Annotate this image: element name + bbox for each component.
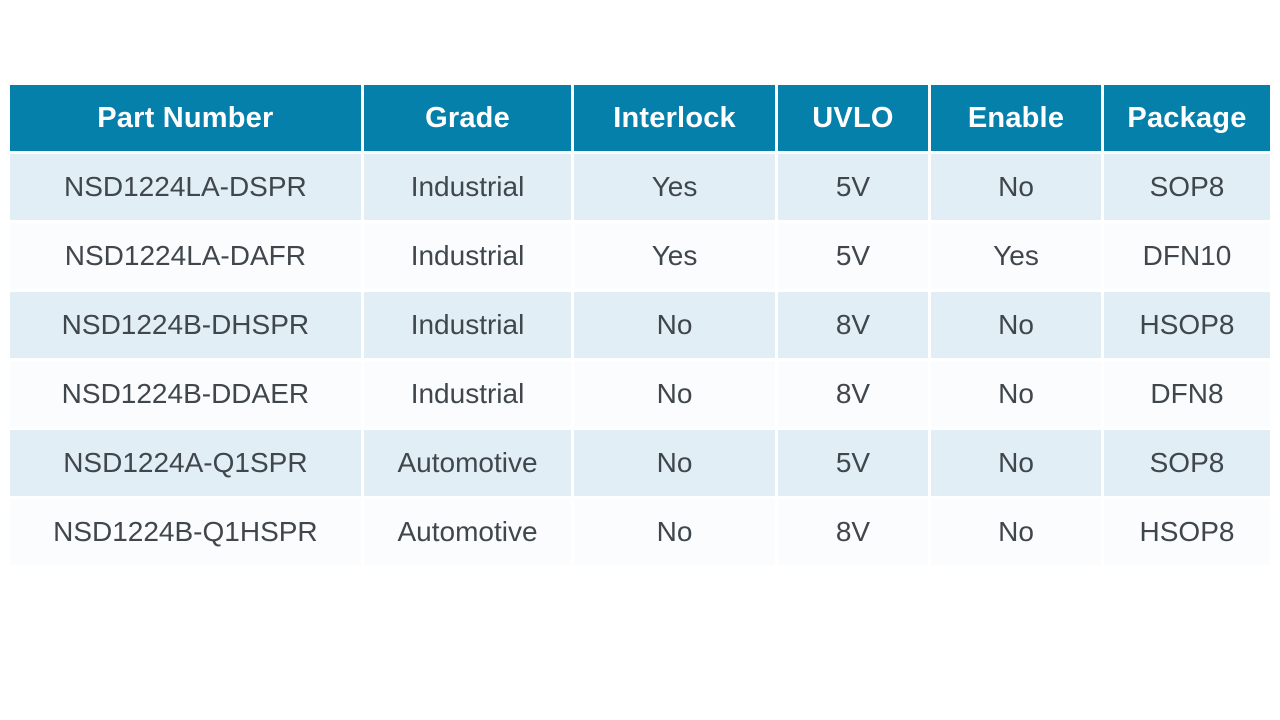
table-cell-package: DFN8 — [1103, 361, 1270, 427]
column-header-package: Package — [1103, 85, 1270, 151]
table-cell-uvlo: 5V — [777, 223, 929, 289]
table-cell-package: HSOP8 — [1103, 292, 1270, 358]
column-header-part-number: Part Number — [10, 85, 361, 151]
column-header-interlock: Interlock — [574, 85, 775, 151]
table-cell-interlock: No — [574, 430, 775, 496]
table-cell-grade: Industrial — [363, 361, 572, 427]
table-cell-grade: Industrial — [363, 154, 572, 220]
table-cell-part-number: NSD1224A-Q1SPR — [10, 430, 361, 496]
table-cell-interlock: Yes — [574, 154, 775, 220]
table-cell-grade: Industrial — [363, 223, 572, 289]
table-cell-grade: Automotive — [363, 430, 572, 496]
table-cell-package: SOP8 — [1103, 430, 1270, 496]
table-cell-uvlo: 5V — [777, 430, 929, 496]
table-cell-grade: Automotive — [363, 499, 572, 565]
table-cell-grade: Industrial — [363, 292, 572, 358]
parts-selection-table: Part Number Grade Interlock UVLO Enable … — [10, 85, 1270, 565]
table-cell-interlock: No — [574, 499, 775, 565]
table-cell-uvlo: 8V — [777, 292, 929, 358]
table-cell-package: SOP8 — [1103, 154, 1270, 220]
table-cell-enable: No — [931, 499, 1101, 565]
table-cell-uvlo: 5V — [777, 154, 929, 220]
table-cell-part-number: NSD1224B-Q1HSPR — [10, 499, 361, 565]
table-cell-enable: No — [931, 430, 1101, 496]
table-cell-package: HSOP8 — [1103, 499, 1270, 565]
table-cell-uvlo: 8V — [777, 499, 929, 565]
table-cell-interlock: No — [574, 361, 775, 427]
table-cell-part-number: NSD1224B-DHSPR — [10, 292, 361, 358]
column-header-enable: Enable — [931, 85, 1101, 151]
table-cell-uvlo: 8V — [777, 361, 929, 427]
table-cell-part-number: NSD1224B-DDAER — [10, 361, 361, 427]
column-header-grade: Grade — [363, 85, 572, 151]
column-header-uvlo: UVLO — [777, 85, 929, 151]
table-cell-enable: No — [931, 361, 1101, 427]
table-cell-enable: No — [931, 292, 1101, 358]
table-cell-part-number: NSD1224LA-DSPR — [10, 154, 361, 220]
table-cell-interlock: Yes — [574, 223, 775, 289]
table-cell-interlock: No — [574, 292, 775, 358]
table-cell-enable: No — [931, 154, 1101, 220]
table-cell-part-number: NSD1224LA-DAFR — [10, 223, 361, 289]
table-cell-enable: Yes — [931, 223, 1101, 289]
table-cell-package: DFN10 — [1103, 223, 1270, 289]
